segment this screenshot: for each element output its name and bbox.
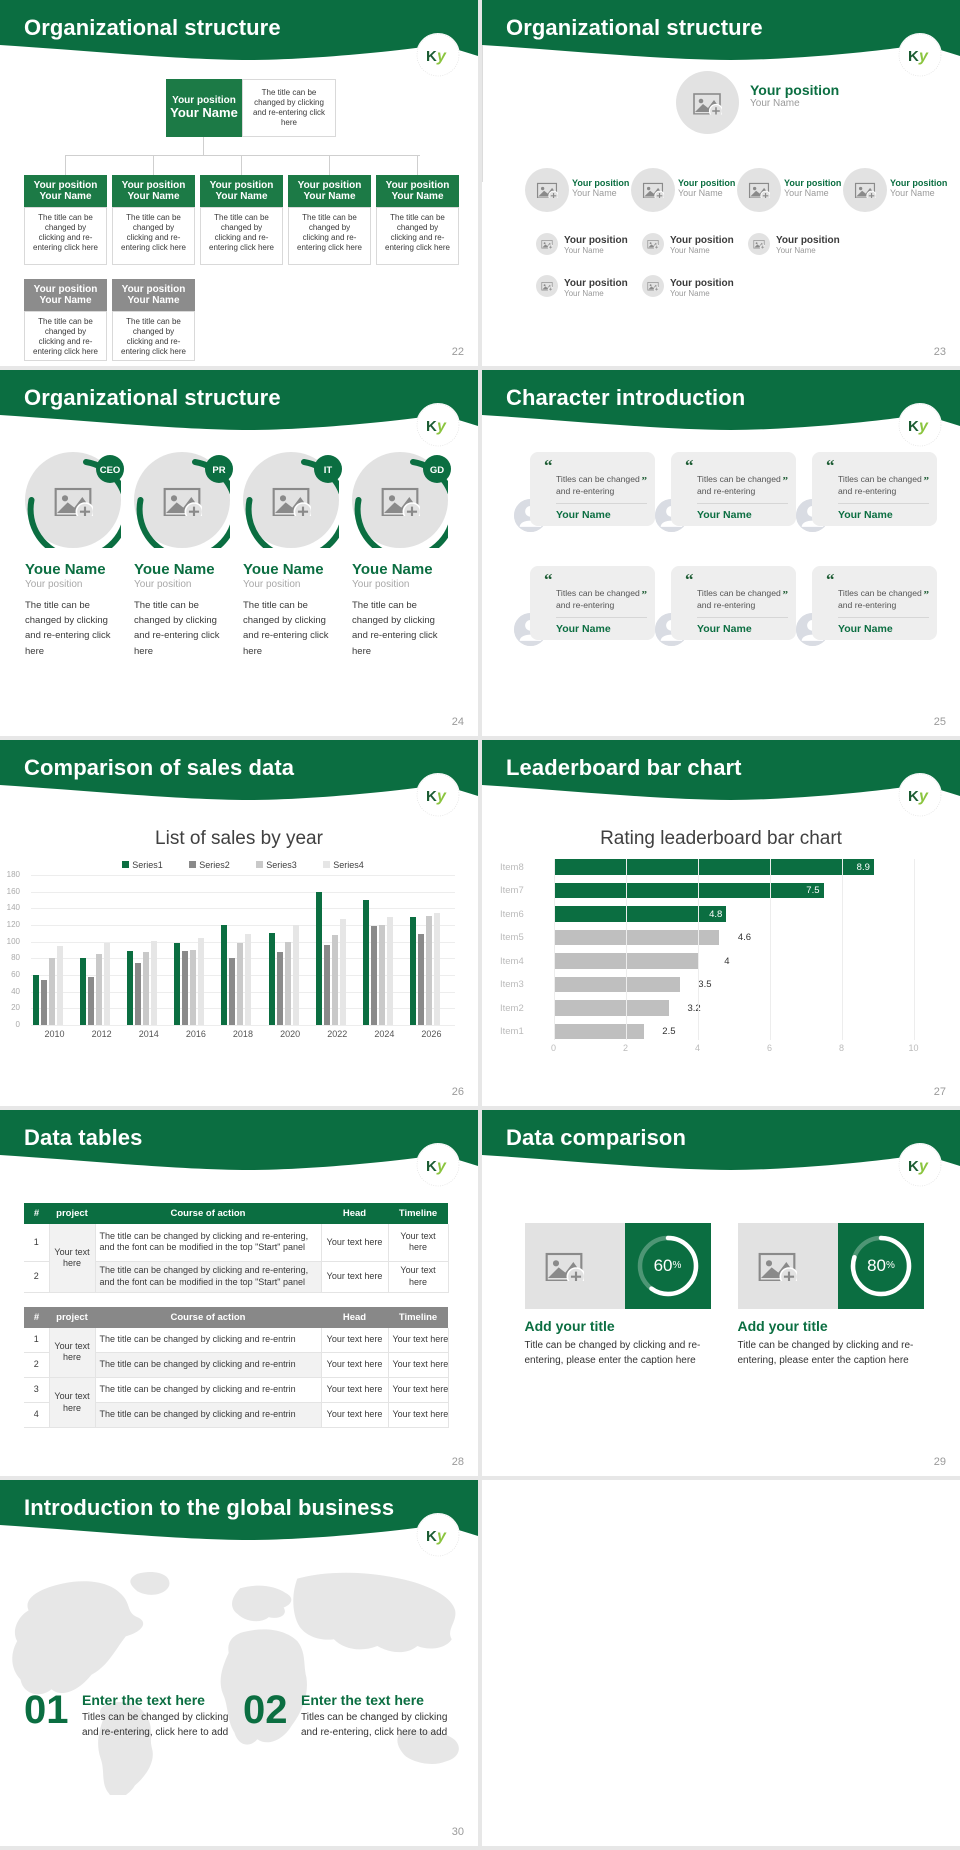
- svg-text:PR: PR: [212, 465, 225, 476]
- svg-text:CEO: CEO: [100, 465, 121, 476]
- svg-text:GD: GD: [430, 465, 444, 476]
- svg-text:IT: IT: [324, 465, 333, 476]
